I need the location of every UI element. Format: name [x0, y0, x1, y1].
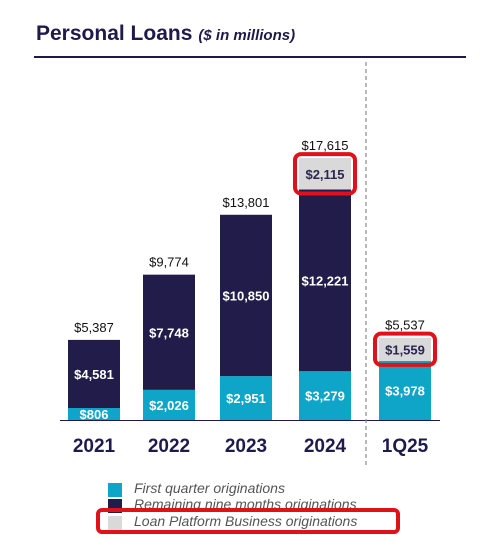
data-label-2021-remaining: $4,581 [74, 367, 114, 382]
bar-2023-remaining [220, 214, 272, 377]
chart-subtitle: ($ in millions) [198, 27, 296, 44]
bar-2021-remaining [68, 339, 120, 409]
chart-title: Personal Loans [36, 22, 193, 45]
total-label-2021: $5,387 [74, 320, 114, 335]
chart-title-group: Personal Loans ($ in millions) [36, 22, 295, 46]
legend-swatch-first-quarter [108, 483, 122, 497]
bar-2022-remaining [143, 274, 195, 390]
x-tick-1q25: 1Q25 [382, 436, 429, 457]
data-label-2024-remaining: $12,221 [302, 273, 349, 288]
data-label-2024-first_quarter: $3,279 [305, 389, 345, 404]
personal-loans-chart: $806 $4,581 $5,387 2021 $2,026 $7,748 $9,774 20… [60, 62, 440, 465]
title-underline [34, 56, 466, 58]
bar-1q25-platform [379, 337, 431, 361]
total-label-1q25: $5,537 [385, 318, 425, 333]
x-tick-2022: 2022 [148, 436, 190, 457]
bar-2024-remaining [299, 189, 351, 372]
bar-2024-first_quarter [299, 371, 351, 420]
data-label-1q25-platform: $1,559 [385, 342, 425, 357]
data-label-2021-first_quarter: $806 [80, 407, 109, 422]
bar-2023-first_quarter [220, 376, 272, 420]
total-label-2023: $13,801 [223, 195, 270, 210]
data-label-2024-platform: $2,115 [305, 167, 344, 182]
bar-2024-platform [299, 158, 351, 190]
bar-2022-first_quarter [143, 389, 195, 420]
x-tick-2021: 2021 [73, 436, 116, 457]
bar-2021-first_quarter [68, 408, 120, 420]
data-label-2023-first_quarter: $2,951 [226, 391, 266, 406]
data-label-2023-remaining: $10,850 [223, 288, 270, 303]
total-label-2024: $17,615 [302, 138, 349, 153]
x-tick-2023: 2023 [225, 436, 267, 457]
highlight-box-1q25 [373, 331, 437, 367]
data-label-2022-remaining: $7,748 [149, 325, 189, 340]
data-label-1q25-first_quarter: $3,978 [385, 383, 425, 398]
bar-1q25-first_quarter [379, 360, 431, 420]
legend-label-first-quarter: First quarter originations [134, 480, 285, 496]
data-label-2022-first_quarter: $2,026 [149, 398, 189, 413]
highlight-box-2024 [293, 152, 357, 196]
legend-swatch-platform [108, 516, 122, 530]
legend-highlight-box [96, 508, 400, 534]
x-tick-2024: 2024 [304, 436, 347, 457]
legend-label-platform: Loan Platform Business originations [134, 513, 358, 529]
total-label-2022: $9,774 [149, 255, 189, 270]
